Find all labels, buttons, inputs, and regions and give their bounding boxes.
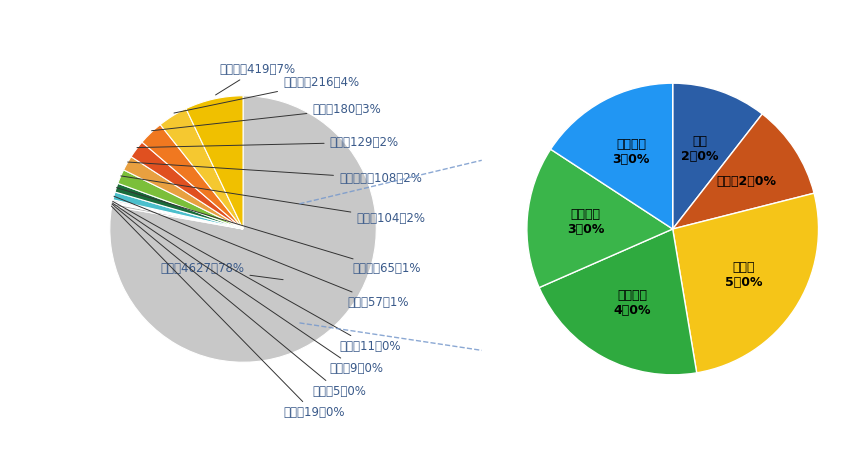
Wedge shape <box>113 192 243 229</box>
Wedge shape <box>673 83 762 229</box>
Text: 新加坡，216，4%: 新加坡，216，4% <box>174 76 359 113</box>
Wedge shape <box>161 109 243 229</box>
Wedge shape <box>112 203 243 229</box>
Wedge shape <box>118 170 243 229</box>
Text: 日本，9，0%: 日本，9，0% <box>112 203 384 376</box>
Wedge shape <box>113 200 243 229</box>
Text: 美国，4627，78%: 美国，4627，78% <box>161 262 283 280</box>
Wedge shape <box>527 149 673 288</box>
Text: 瑞典，180，3%: 瑞典，180，3% <box>152 103 381 131</box>
Wedge shape <box>673 193 819 373</box>
Wedge shape <box>142 125 243 229</box>
Text: 巴西，11，0%: 巴西，11，0% <box>113 202 400 353</box>
Text: 其他，19，0%: 其他，19，0% <box>111 206 345 420</box>
Text: 拉脱维亚
3，0%: 拉脱维亚 3，0% <box>567 208 604 236</box>
Text: 荷兰，104，2%: 荷兰，104，2% <box>121 176 425 225</box>
Text: 法国，5，0%: 法国，5，0% <box>112 204 366 398</box>
Wedge shape <box>673 114 814 229</box>
Wedge shape <box>539 229 697 375</box>
Text: 塞浦路斯
3，0%: 塞浦路斯 3，0% <box>612 138 650 166</box>
Text: 芬兰
2，0%: 芬兰 2，0% <box>681 135 719 163</box>
Wedge shape <box>131 142 243 229</box>
Text: 英国，57，1%: 英国，57，1% <box>114 196 409 309</box>
Wedge shape <box>115 183 243 229</box>
Wedge shape <box>123 157 243 229</box>
Wedge shape <box>550 83 673 229</box>
Wedge shape <box>112 202 243 229</box>
Text: 德国，129，2%: 德国，129，2% <box>137 136 398 149</box>
Text: 奥地利，419，7%: 奥地利，419，7% <box>215 63 295 95</box>
Wedge shape <box>186 96 243 229</box>
Text: 爱尔兰，65，1%: 爱尔兰，65，1% <box>116 188 421 275</box>
Text: 捷克，2，0%: 捷克，2，0% <box>716 174 776 188</box>
Wedge shape <box>113 202 243 229</box>
Text: 保加利亚，108，2%: 保加利亚，108，2% <box>128 162 422 185</box>
Text: 加拿大
5，0%: 加拿大 5，0% <box>725 261 762 289</box>
Wedge shape <box>110 96 376 362</box>
Text: 澳大利亚
4，0%: 澳大利亚 4，0% <box>614 289 651 317</box>
